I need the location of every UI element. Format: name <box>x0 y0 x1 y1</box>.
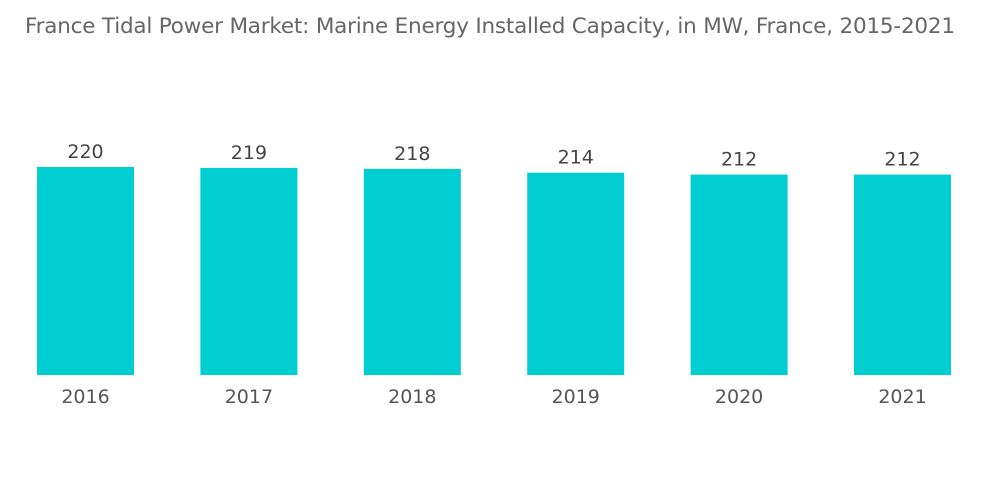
value-label-2017: 219 <box>231 142 267 164</box>
category-label-2017: 2017 <box>225 386 273 408</box>
category-label-2016: 2016 <box>61 386 109 408</box>
bar-2018 <box>363 168 461 375</box>
category-label-2018: 2018 <box>388 386 436 408</box>
category-label-2019: 2019 <box>552 386 600 408</box>
bar-2017 <box>200 167 298 375</box>
category-labels-group: 2016 2017 2018 2019 2020 2021 <box>61 386 926 408</box>
bar-2020 <box>690 174 788 375</box>
value-labels-group: 220 219 218 214 212 212 <box>67 141 920 171</box>
value-label-2021: 212 <box>884 149 920 171</box>
bar-2021 <box>854 174 951 375</box>
category-label-2020: 2020 <box>715 386 763 408</box>
value-label-2016: 220 <box>67 141 103 163</box>
value-label-2018: 218 <box>394 143 430 165</box>
chart-title: France Tidal Power Market: Marine Energy… <box>25 14 955 39</box>
bar-2019 <box>527 172 625 375</box>
bars-group <box>37 167 951 375</box>
category-label-2021: 2021 <box>878 386 926 408</box>
value-label-2019: 214 <box>558 147 594 169</box>
value-label-2020: 212 <box>721 149 757 171</box>
bar-2016 <box>37 167 134 375</box>
